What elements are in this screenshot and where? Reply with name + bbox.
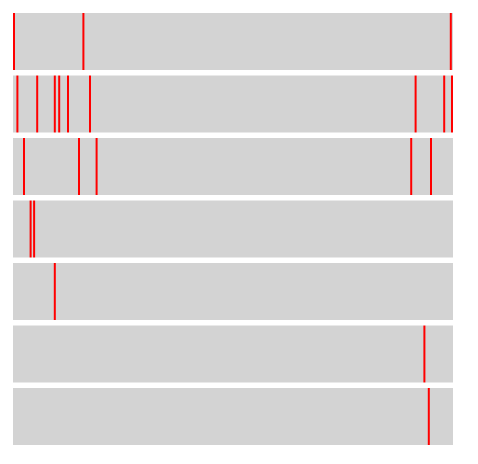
event-row-3 [13,138,453,195]
event-row-5 [13,263,453,320]
event-row-1 [13,13,453,70]
event-row-4 [13,200,453,258]
event-row-7 [13,388,453,445]
event-row-6 [13,325,453,383]
event-rows [13,13,453,445]
event-row-2 [13,75,453,133]
